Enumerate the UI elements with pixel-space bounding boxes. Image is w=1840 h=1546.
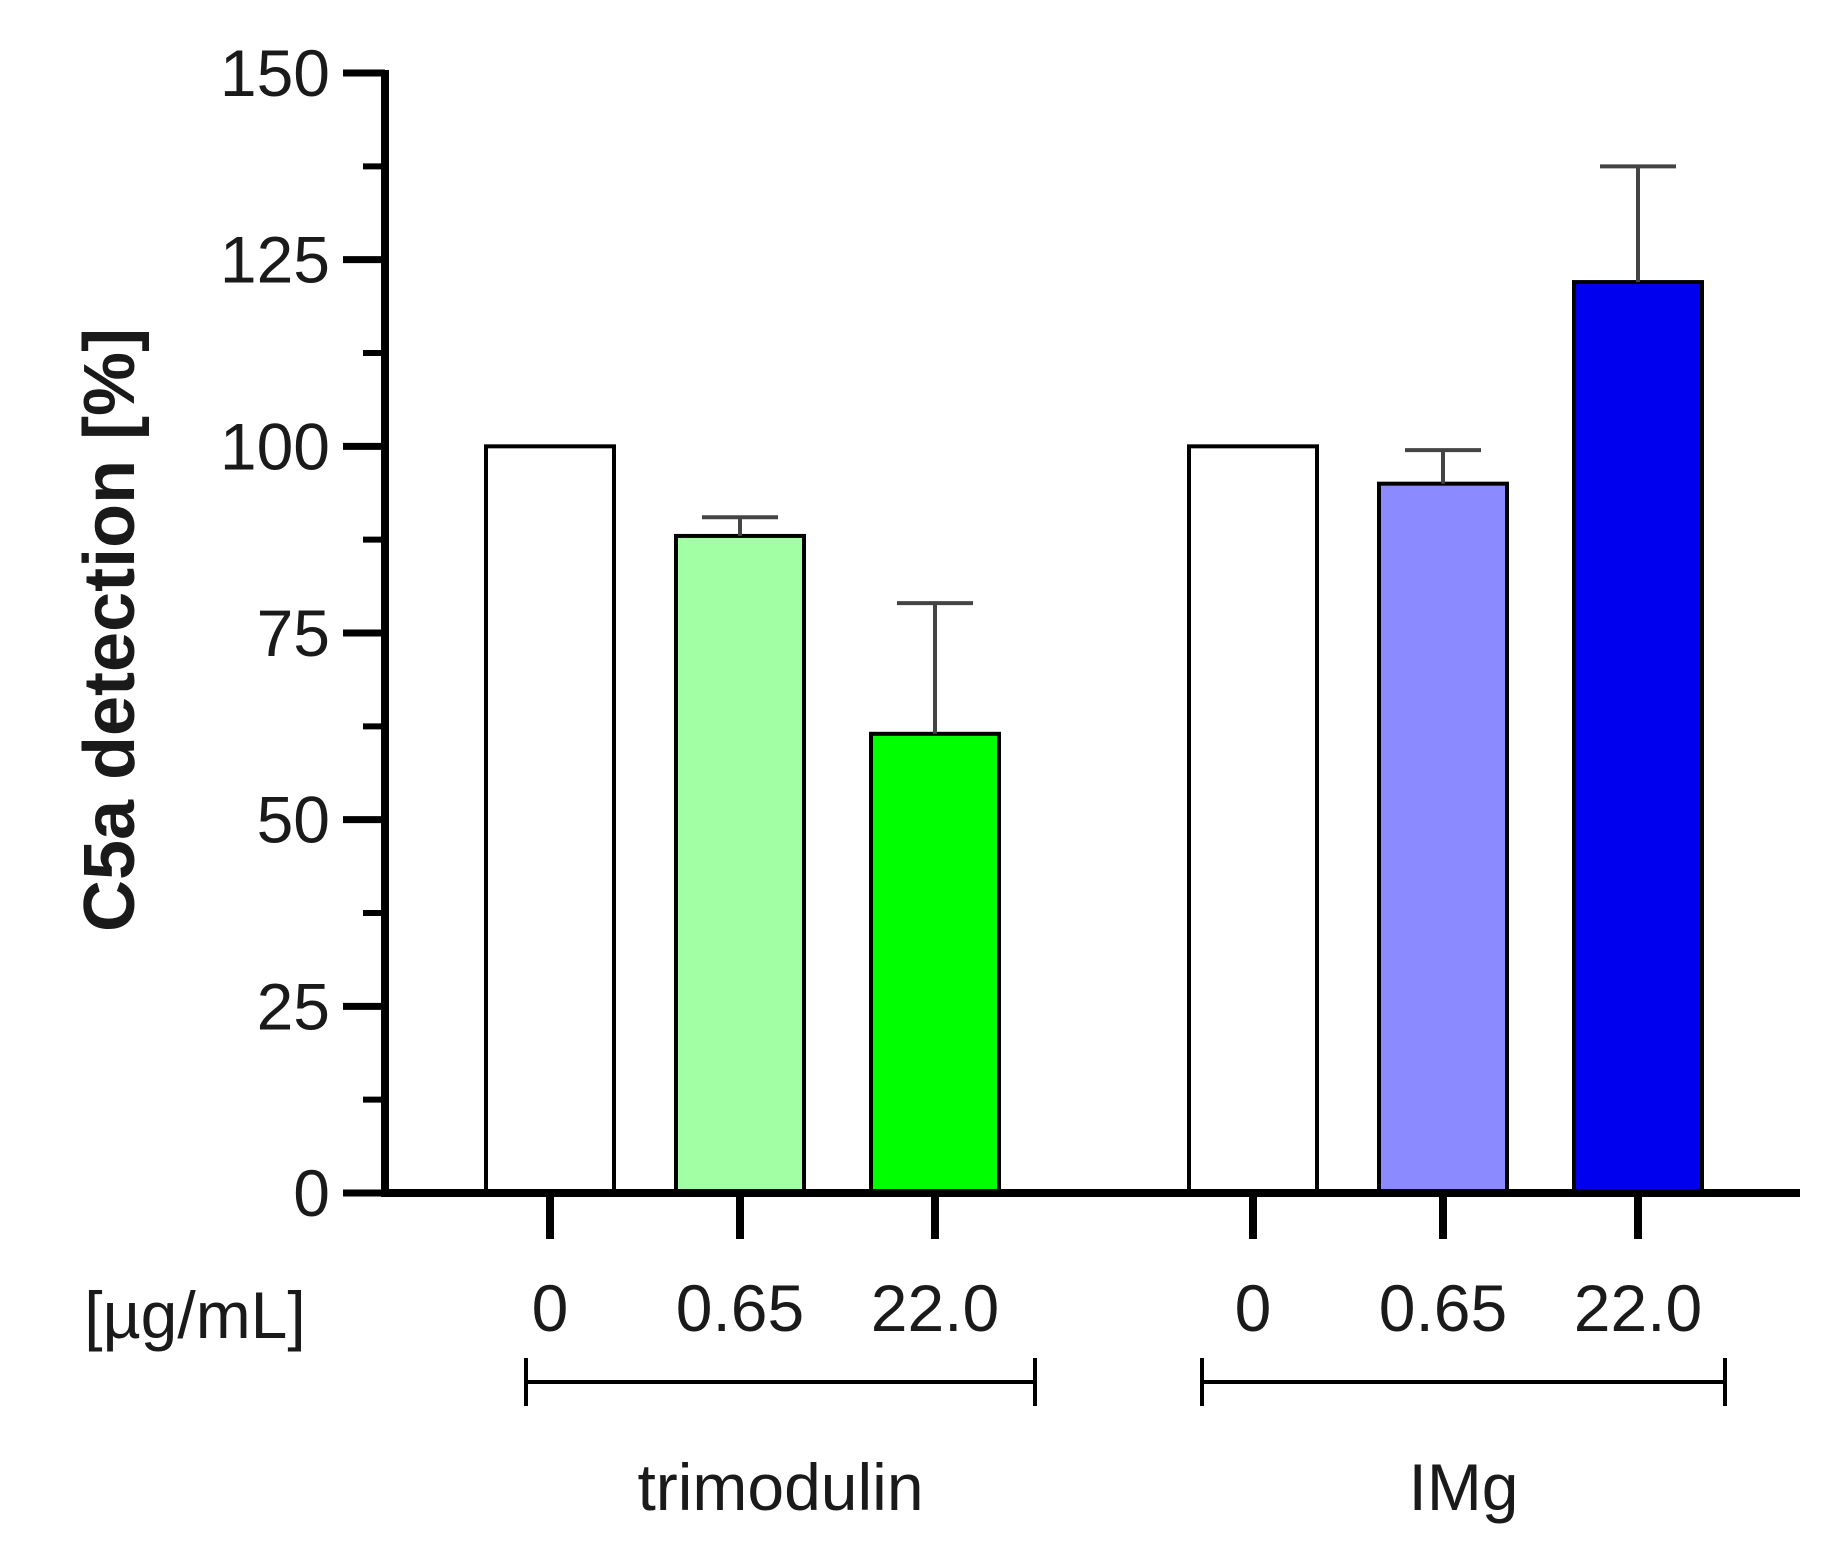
bar (1377, 481, 1509, 1195)
unit-label: [µg/mL] (84, 1278, 305, 1352)
x-category-label: 22.0 (1574, 1271, 1702, 1345)
x-category-label: 0 (1235, 1271, 1272, 1345)
bar (869, 731, 1001, 1195)
bar (484, 444, 616, 1196)
x-category-label: 22.0 (871, 1271, 999, 1345)
bar (674, 533, 806, 1195)
y-tick-label: 25 (257, 969, 330, 1043)
y-axis-title: C5a detection [%] (70, 328, 150, 932)
x-category-label: 0.65 (676, 1271, 804, 1345)
y-tick-label: 0 (293, 1156, 330, 1230)
bar (1572, 280, 1704, 1196)
group-label: trimodulin (637, 1450, 923, 1524)
y-tick-label: 100 (220, 409, 330, 483)
x-category-label: 0.65 (1379, 1271, 1507, 1345)
group-label: IMg (1408, 1450, 1518, 1524)
x-category-label: 0 (532, 1271, 569, 1345)
y-tick-label: 125 (220, 223, 330, 297)
y-tick-label: 75 (257, 596, 330, 670)
y-tick-label: 50 (257, 783, 330, 857)
bar (1187, 444, 1319, 1196)
y-tick-label: 150 (220, 36, 330, 110)
